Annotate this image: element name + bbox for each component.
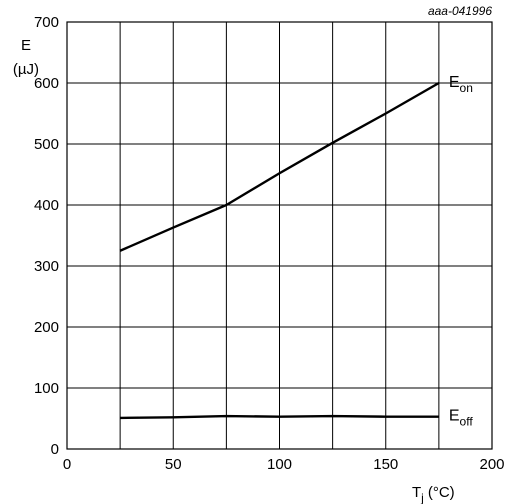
y-tick-label: 500 <box>34 136 59 153</box>
x-tick-label: 0 <box>63 456 71 473</box>
y-tick-label: 600 <box>34 75 59 92</box>
y-axis-title: E <box>21 37 31 54</box>
x-tick-label: 100 <box>267 456 292 473</box>
plot-frame <box>66 21 493 450</box>
x-axis-title: Tj (°C) <box>412 484 455 504</box>
series-label-eoff: Eoff <box>449 408 473 429</box>
x-tick-label: 50 <box>165 456 182 473</box>
y-tick-label: 100 <box>34 380 59 397</box>
series-label-eon: Eon <box>449 74 473 95</box>
y-tick-label: 700 <box>34 14 59 31</box>
grid-lines <box>67 21 492 450</box>
tick-labels: 0 100 200 300 400 500 600 700 0 50 100 150 200 <box>34 14 505 473</box>
y-axis-unit: (µJ) <box>13 61 39 78</box>
x-axis-title-sub: j <box>420 491 424 504</box>
x-tick-label: 200 <box>479 456 504 473</box>
y-tick-label: 400 <box>34 197 59 214</box>
series-line-eoff <box>120 414 439 420</box>
series-line-eon <box>119 81 440 252</box>
x-tick-label: 150 <box>373 456 398 473</box>
y-tick-label: 200 <box>34 319 59 336</box>
y-tick-label: 0 <box>51 441 59 458</box>
series-label-eon-sub: on <box>460 81 473 95</box>
series-lines <box>119 81 440 420</box>
series-label-eon-main: E <box>449 74 460 91</box>
figure-id: aaa-041996 <box>428 4 492 18</box>
series-label-eoff-sub: off <box>460 415 474 429</box>
series-label-eoff-main: E <box>449 408 460 425</box>
y-tick-label: 300 <box>34 258 59 275</box>
x-axis-title-unit: (°C) <box>428 484 455 501</box>
x-axis-title-main: T <box>412 484 421 501</box>
